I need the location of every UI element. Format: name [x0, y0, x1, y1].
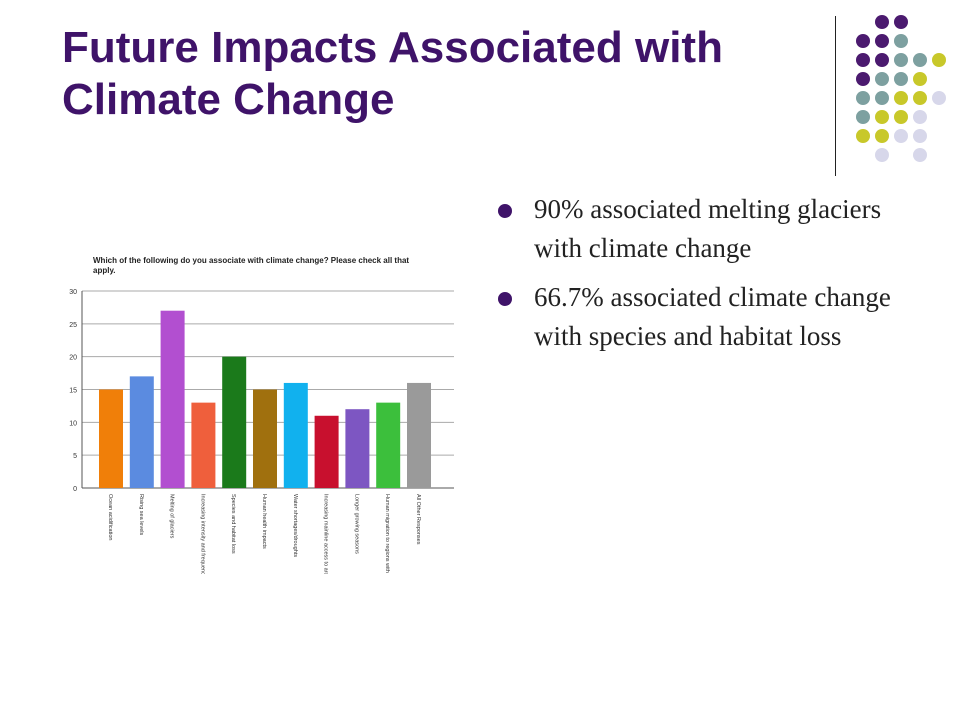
bar — [129, 376, 154, 488]
decorative-dot — [894, 72, 908, 86]
x-tick-label: Human migration to regions with more wat… — [384, 494, 390, 574]
bullet-item: 66.7% associated climate change with spe… — [496, 278, 896, 356]
bar — [222, 356, 247, 488]
bullet-list: 90% associated melting glaciers with cli… — [496, 190, 896, 366]
bullet-text: 90% associated melting glaciers with cli… — [534, 194, 882, 263]
y-tick-label: 20 — [69, 355, 77, 362]
decorative-dot — [913, 148, 927, 162]
decorative-dot — [894, 91, 908, 105]
bullet-text: 66.7% associated climate change with spe… — [534, 282, 891, 351]
y-tick-label: 5 — [73, 453, 77, 460]
decorative-dot — [913, 129, 927, 143]
decorative-dot — [894, 110, 908, 124]
x-tick-label: Species and habitat loss — [230, 494, 236, 554]
bar — [407, 382, 431, 488]
decorative-dot — [856, 72, 870, 86]
decorative-dot — [913, 72, 927, 86]
decorative-dot — [875, 34, 889, 48]
y-tick-label: 25 — [69, 322, 77, 329]
bar — [314, 415, 339, 488]
y-tick-label: 0 — [73, 486, 77, 493]
bar-chart: Which of the following do you associate … — [58, 244, 468, 574]
bullet-icon — [498, 204, 512, 218]
decorative-dot — [875, 15, 889, 29]
bar — [253, 389, 277, 488]
decorative-dot — [894, 15, 908, 29]
decorative-dot — [875, 129, 889, 143]
decorative-dot — [932, 91, 946, 105]
decorative-dot — [856, 91, 870, 105]
decorative-dot — [913, 91, 927, 105]
chart-title: Which of the following do you associate … — [93, 256, 409, 265]
decorative-dot — [913, 53, 927, 67]
bar-chart-svg: Which of the following do you associate … — [69, 256, 454, 574]
chart-title-line-2: apply. — [93, 266, 116, 275]
y-tick-label: 15 — [69, 388, 77, 395]
x-tick-label: Water shortages/droughts — [292, 494, 298, 557]
bar — [345, 409, 370, 488]
x-tick-label: Ocean acidification — [107, 494, 113, 540]
bullet-icon — [498, 292, 512, 306]
decorative-dot — [856, 53, 870, 67]
bar — [376, 402, 401, 488]
decorative-dot — [875, 72, 889, 86]
decorative-dot — [856, 34, 870, 48]
bar — [283, 382, 308, 488]
bar — [99, 389, 123, 488]
decorative-dot — [875, 110, 889, 124]
decorative-dot — [875, 148, 889, 162]
decorative-dot — [913, 110, 927, 124]
y-tick-label: 30 — [69, 289, 77, 296]
x-tick-label: Rising sea levels — [138, 494, 144, 536]
decorative-dot — [875, 53, 889, 67]
y-tick-label: 10 — [69, 420, 77, 427]
decorative-dot — [932, 53, 946, 67]
bar — [191, 402, 216, 488]
bullet-item: 90% associated melting glaciers with cli… — [496, 190, 896, 268]
slide-title: Future Impacts Associated with Climate C… — [62, 23, 723, 124]
decorative-dot — [894, 34, 908, 48]
x-tick-label: Melting of glaciers — [169, 494, 175, 539]
x-tick-label: Increasing mainline access to arctic reg… — [323, 494, 329, 574]
x-tick-label: Human health impacts — [261, 494, 267, 549]
decorative-dot — [894, 129, 908, 143]
decorative-dot — [856, 110, 870, 124]
x-tick-label: All Other Responses — [415, 494, 421, 545]
decorative-dot — [894, 53, 908, 67]
x-tick-label: Longer growing seasons — [353, 494, 359, 554]
decorative-dot — [875, 91, 889, 105]
x-tick-label: Increasing intensity and frequency of st… — [199, 494, 205, 574]
title-divider-line — [835, 16, 836, 176]
bar — [160, 310, 185, 488]
decorative-dot — [856, 129, 870, 143]
